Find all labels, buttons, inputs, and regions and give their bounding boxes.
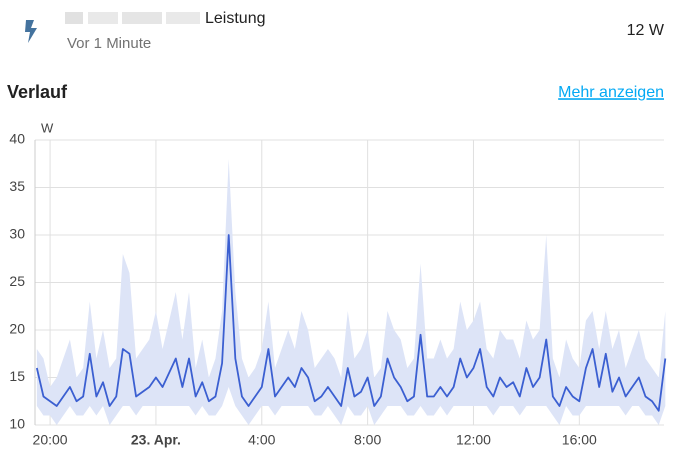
- icon: [25, 20, 37, 43]
- state: 12 W: [627, 22, 665, 39]
- section-title: Verlauf: [7, 82, 68, 102]
- y-unit: W: [41, 120, 54, 135]
- y-tick-label: 40: [9, 131, 25, 147]
- mean-line: [35, 234, 667, 412]
- show-more-link[interactable]: Mehr anzeigen: [558, 84, 664, 101]
- y-tick-label: 20: [9, 321, 25, 337]
- blurred-name: [65, 12, 200, 24]
- y-tick-label: 10: [9, 416, 25, 432]
- x-tick-label: 20:00: [33, 432, 68, 448]
- y-tick-label: 35: [9, 178, 25, 194]
- min-max-band: [36, 159, 666, 425]
- x-tick-label: 12:00: [456, 432, 491, 448]
- last-changed: Vor 1 Minute: [67, 35, 151, 52]
- x-tick-label: 8:00: [354, 432, 381, 448]
- y-tick-label: 30: [9, 226, 25, 242]
- x-tick-label: 4:00: [248, 432, 275, 448]
- y-tick-label: 15: [9, 368, 25, 384]
- entity-title: Leistung: [205, 10, 266, 27]
- x-tick-label: 23. Apr.: [131, 432, 181, 448]
- x-tick-label: 16:00: [562, 432, 597, 448]
- y-tick-label: 25: [9, 273, 25, 289]
